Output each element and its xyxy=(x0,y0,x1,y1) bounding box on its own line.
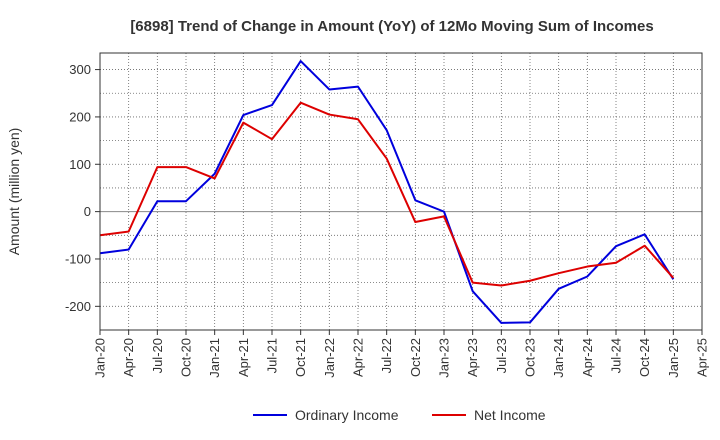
legend-label: Net Income xyxy=(474,407,546,423)
y-tick-label: -200 xyxy=(65,299,91,314)
x-tick-label: Apr-22 xyxy=(351,338,366,377)
x-tick-label: Apr-23 xyxy=(465,338,480,377)
x-tick-label: Oct-21 xyxy=(293,338,308,377)
x-tick-label: Apr-25 xyxy=(695,338,710,377)
x-tick-label: Apr-24 xyxy=(580,338,595,377)
x-tick-label: Jan-22 xyxy=(322,338,337,378)
legend: Ordinary Income Net Income xyxy=(253,407,546,423)
y-tick-label: -100 xyxy=(65,251,91,266)
chart-title: [6898] Trend of Change in Amount (YoY) o… xyxy=(130,18,653,35)
x-tick-label: Oct-20 xyxy=(179,338,194,377)
legend-label: Ordinary Income xyxy=(295,407,399,423)
y-tick-label: 200 xyxy=(69,109,91,124)
plot-frame xyxy=(99,52,703,331)
series-line-ordinary-income xyxy=(99,60,675,324)
x-tick-label: Oct-24 xyxy=(637,338,652,377)
y-axis-ticks: -200 -100 0 100 200 300 xyxy=(65,62,100,314)
x-tick-label: Jan-25 xyxy=(666,338,681,378)
x-tick-label: Jan-20 xyxy=(93,338,108,378)
series-layer xyxy=(99,60,675,324)
x-tick-label: Jul-20 xyxy=(150,338,165,373)
x-tick-label: Apr-20 xyxy=(121,338,136,377)
x-tick-label: Jan-24 xyxy=(551,338,566,378)
x-tick-label: Jul-22 xyxy=(379,338,394,373)
series-line-net-income xyxy=(99,101,675,287)
x-tick-label: Oct-23 xyxy=(523,338,538,377)
y-tick-label: 0 xyxy=(84,204,91,219)
x-tick-label: Apr-21 xyxy=(236,338,251,377)
x-tick-label: Oct-22 xyxy=(408,338,423,377)
x-axis-ticks: Jan-20 Apr-20 Jul-20 Oct-20 Jan-21 Apr-21 Jul-… xyxy=(93,330,710,378)
x-tick-label: Jul-23 xyxy=(494,338,509,373)
x-tick-label: Jul-21 xyxy=(265,338,280,373)
x-tick-label: Jan-23 xyxy=(437,338,452,378)
x-tick-label: Jan-21 xyxy=(207,338,222,378)
x-tick-label: Jul-24 xyxy=(609,338,624,373)
y-tick-label: 100 xyxy=(69,157,91,172)
y-tick-label: 300 xyxy=(69,62,91,77)
y-axis-label: Amount (million yen) xyxy=(6,128,22,256)
